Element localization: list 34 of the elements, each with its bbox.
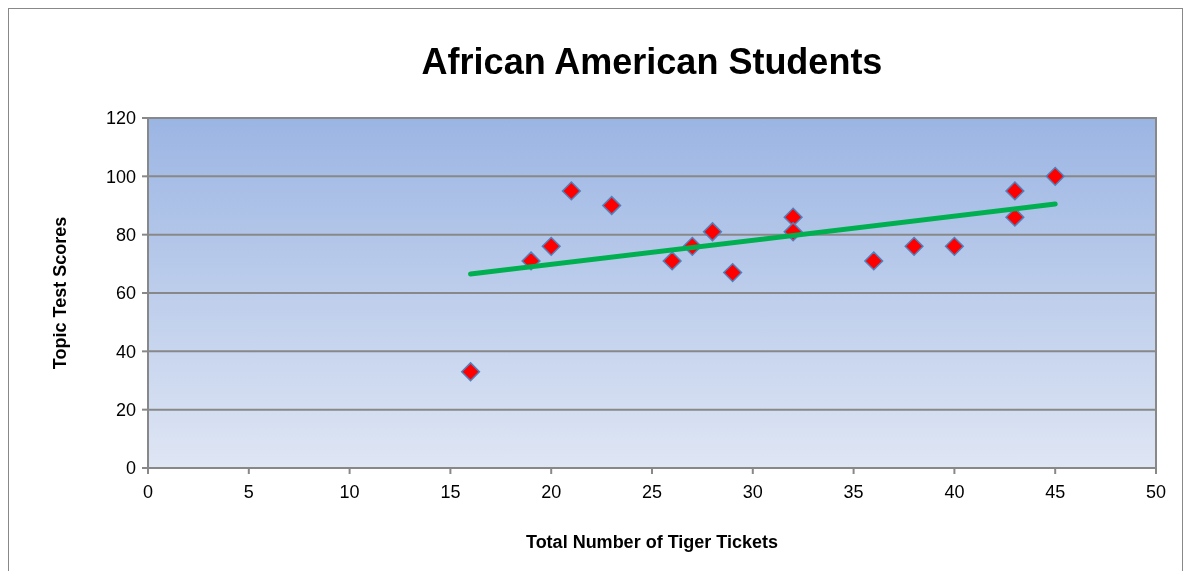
point: [783, 207, 803, 227]
x-tick-label: 30: [742, 482, 763, 502]
x-tick-label: 35: [843, 482, 864, 502]
x-tick-label: 45: [1045, 482, 1066, 502]
point: [662, 251, 682, 271]
point: [602, 195, 622, 216]
point: [1045, 166, 1065, 186]
point: [541, 236, 561, 256]
point: [1005, 181, 1025, 201]
y-tick-label: 120: [105, 108, 136, 129]
x-tick-label: 15: [440, 482, 461, 502]
point: [561, 181, 581, 201]
y-tick-label: 60: [115, 283, 136, 304]
x-tick-label: 20: [541, 482, 562, 502]
point: [460, 362, 481, 382]
y-tick-label: 40: [115, 341, 136, 362]
x-tick-label: 10: [339, 482, 360, 502]
point: [702, 222, 723, 242]
point: [723, 262, 743, 283]
x-tick-label: 40: [944, 482, 965, 502]
x-tick-label: 25: [641, 482, 663, 502]
y-tick-label: 100: [105, 166, 136, 187]
point: [864, 251, 884, 271]
x-axis-title: Total Number of Tiger Tickets: [525, 532, 779, 552]
y-tick-label: 0: [125, 458, 136, 479]
x-tick-label: 0: [142, 482, 154, 502]
y-axis-title: Topic Test Scores: [50, 216, 70, 370]
y-tick-label: 20: [115, 399, 136, 420]
chart-title: African American Students: [421, 41, 883, 82]
x-tick-label: 50: [1145, 482, 1167, 502]
point: [944, 236, 965, 256]
point: [904, 236, 924, 256]
y-tick-label: 80: [115, 224, 136, 245]
x-tick-label: 5: [243, 482, 254, 502]
